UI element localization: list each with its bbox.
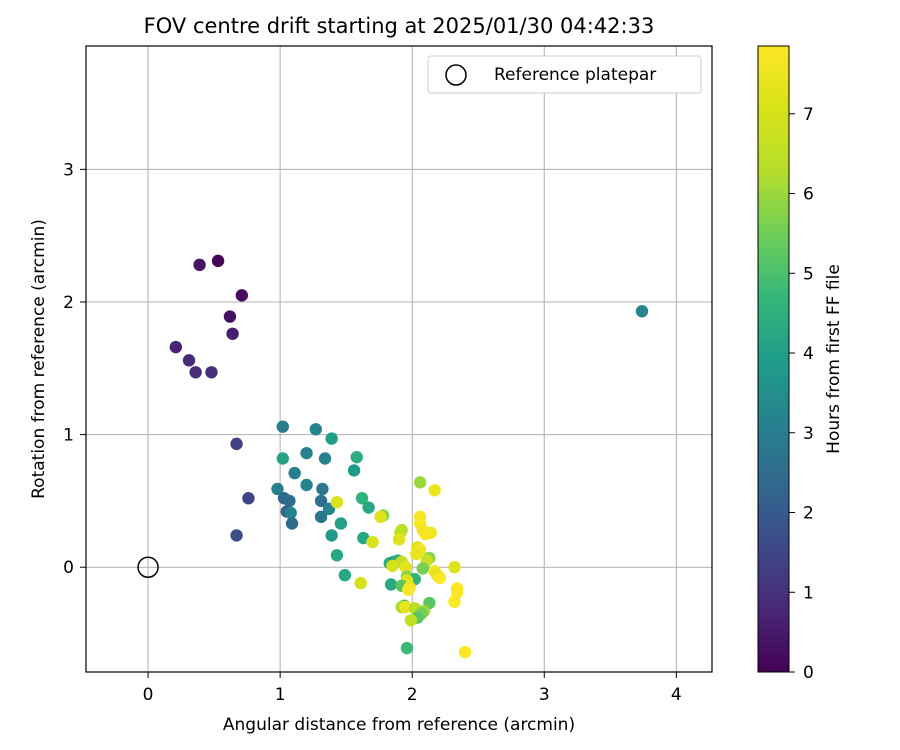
colorbar: 0 1 2 3 4 5 6 7 Hours from first FF file <box>757 45 844 683</box>
data-point <box>284 506 297 520</box>
y-tick-label: 2 <box>63 293 74 313</box>
x-tick-label: 0 <box>143 685 154 705</box>
data-point <box>409 547 423 561</box>
data-point <box>635 305 649 318</box>
colorbar-tick-label: 3 <box>803 424 814 444</box>
colorbar-tick-label: 5 <box>803 264 814 284</box>
data-point <box>169 340 183 354</box>
data-point <box>366 535 379 549</box>
data-point <box>413 476 427 489</box>
colorbar-tick-label: 1 <box>803 583 814 603</box>
legend-entry-label: Reference platepar <box>494 65 656 85</box>
data-point <box>283 494 296 508</box>
data-point <box>205 366 218 379</box>
data-point <box>230 529 243 542</box>
data-point <box>223 310 237 323</box>
data-point <box>182 354 196 367</box>
x-axis-label: Angular distance from reference (arcmin) <box>223 715 575 735</box>
data-point <box>386 559 399 573</box>
data-point <box>211 254 225 268</box>
data-point <box>271 482 284 496</box>
grid-lines <box>86 46 712 672</box>
colorbar-tick-label: 6 <box>803 185 814 205</box>
data-point <box>189 366 202 379</box>
x-tick-label: 3 <box>539 685 550 705</box>
x-axis-ticks: 0 1 2 3 4 <box>143 672 682 705</box>
data-point <box>242 492 255 505</box>
data-point <box>314 510 328 524</box>
reference-point <box>137 556 159 578</box>
data-point <box>226 327 239 341</box>
colorbar-tick-label: 4 <box>803 344 814 364</box>
colorbar-tick-label: 0 <box>803 663 814 683</box>
data-point <box>448 561 461 574</box>
data-point <box>419 527 432 541</box>
data-point <box>285 517 299 530</box>
data-points <box>169 254 649 659</box>
data-point <box>300 478 313 492</box>
data-point <box>300 446 313 460</box>
data-point <box>309 423 322 436</box>
data-point <box>338 568 352 582</box>
data-point <box>428 484 441 497</box>
data-point <box>362 501 375 514</box>
colorbar-ticks: 0 1 2 3 4 5 6 7 <box>789 105 814 683</box>
data-point <box>450 586 464 599</box>
data-point <box>433 571 447 585</box>
colorbar-tick-label: 7 <box>803 105 814 125</box>
y-axis-ticks: 0 1 2 3 <box>63 160 86 578</box>
data-point <box>402 583 415 596</box>
chart-title: FOV centre drift starting at 2025/01/30 … <box>144 14 655 38</box>
data-point <box>350 450 363 464</box>
data-point <box>316 482 329 496</box>
data-point <box>330 496 344 509</box>
colorbar-label: Hours from first FF file <box>824 264 844 454</box>
data-point <box>399 600 412 614</box>
data-point <box>354 576 367 590</box>
data-point <box>230 437 243 451</box>
colorbar-tick-label: 2 <box>803 504 814 524</box>
data-point <box>458 645 472 659</box>
data-point <box>355 492 369 505</box>
data-point <box>288 466 301 480</box>
data-point <box>416 562 429 575</box>
data-point <box>334 517 348 530</box>
data-point <box>276 452 289 465</box>
x-tick-label: 4 <box>671 685 682 705</box>
x-tick-label: 2 <box>407 685 418 705</box>
data-point <box>314 494 328 508</box>
data-point <box>399 561 412 574</box>
data-point <box>325 432 338 445</box>
legend-box <box>427 55 702 94</box>
x-tick-label: 1 <box>275 685 286 705</box>
data-point <box>392 533 406 546</box>
data-point <box>384 578 398 591</box>
reference-marker <box>137 556 159 578</box>
data-point <box>400 641 414 655</box>
data-point <box>325 529 338 542</box>
data-point <box>448 595 461 608</box>
y-tick-label: 3 <box>63 160 74 180</box>
y-tick-label: 1 <box>63 426 74 446</box>
data-point <box>404 614 418 627</box>
colorbar-gradient <box>757 45 790 673</box>
y-tick-label: 0 <box>63 558 74 578</box>
legend-marker-ring <box>445 64 467 86</box>
data-point <box>318 452 332 465</box>
plot-frame <box>85 45 713 673</box>
data-point <box>276 420 289 433</box>
data-point <box>193 258 206 272</box>
data-point <box>357 531 370 545</box>
data-point <box>235 289 249 302</box>
data-point <box>347 464 361 477</box>
y-axis-label: Rotation from reference (arcmin) <box>29 219 49 499</box>
legend: Reference platepar <box>427 55 702 94</box>
data-point <box>330 549 344 562</box>
data-point <box>395 523 408 537</box>
data-point <box>374 510 387 524</box>
